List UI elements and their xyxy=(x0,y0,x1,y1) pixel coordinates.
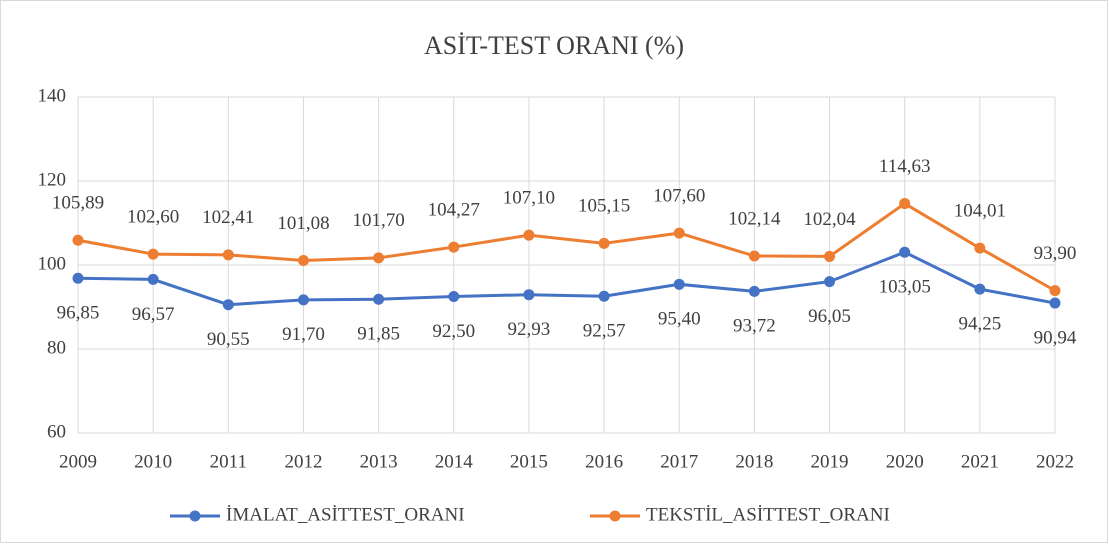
data-label: 96,05 xyxy=(808,306,851,327)
y-tick-label: 100 xyxy=(38,253,67,274)
data-label: 101,70 xyxy=(352,210,404,231)
marker xyxy=(899,198,911,210)
data-label: 101,08 xyxy=(277,213,329,234)
data-label: 102,60 xyxy=(127,206,179,227)
data-label: 105,15 xyxy=(578,196,630,217)
data-label: 104,27 xyxy=(428,199,480,220)
data-label: 105,89 xyxy=(52,193,104,214)
legend-marker xyxy=(609,510,621,522)
marker xyxy=(72,234,84,246)
data-label: 102,14 xyxy=(728,208,781,229)
x-tick-label: 2018 xyxy=(735,451,773,472)
data-label: 107,60 xyxy=(653,185,705,206)
marker xyxy=(748,250,760,262)
data-label: 96,85 xyxy=(57,303,100,324)
x-tick-label: 2015 xyxy=(510,451,548,472)
data-label: 94,25 xyxy=(958,314,1001,335)
marker xyxy=(1049,297,1061,309)
marker xyxy=(448,241,460,253)
x-tick-label: 2016 xyxy=(585,451,623,472)
data-label: 91,70 xyxy=(282,324,325,345)
data-label: 96,57 xyxy=(132,304,175,325)
marker xyxy=(297,254,309,266)
marker xyxy=(598,290,610,302)
marker xyxy=(297,294,309,306)
data-label: 102,41 xyxy=(202,207,254,228)
legend-marker xyxy=(189,510,201,522)
marker xyxy=(222,249,234,261)
marker xyxy=(748,285,760,297)
x-tick-label: 2020 xyxy=(886,451,924,472)
marker xyxy=(523,289,535,301)
marker xyxy=(824,250,836,262)
data-label: 114,63 xyxy=(879,156,931,177)
marker xyxy=(72,272,84,284)
data-label: 93,90 xyxy=(1034,243,1077,264)
x-tick-label: 2022 xyxy=(1036,451,1074,472)
x-tick-label: 2014 xyxy=(435,451,474,472)
y-tick-label: 120 xyxy=(38,169,67,190)
marker xyxy=(673,278,685,290)
data-label: 102,04 xyxy=(803,209,856,230)
data-label: 107,10 xyxy=(503,188,555,209)
data-label: 90,94 xyxy=(1034,327,1077,348)
x-tick-label: 2010 xyxy=(134,451,172,472)
y-tick-label: 80 xyxy=(47,337,66,358)
data-label: 92,50 xyxy=(432,321,475,342)
data-label: 95,40 xyxy=(658,309,701,330)
marker xyxy=(824,276,836,288)
x-tick-label: 2012 xyxy=(284,451,322,472)
y-tick-label: 140 xyxy=(38,85,67,106)
y-tick-label: 60 xyxy=(47,421,66,442)
marker xyxy=(974,242,986,254)
x-tick-label: 2011 xyxy=(210,451,247,472)
data-label: 104,01 xyxy=(954,201,1006,222)
marker xyxy=(373,293,385,305)
data-label: 103,05 xyxy=(879,277,931,298)
marker xyxy=(222,299,234,311)
marker xyxy=(523,229,535,241)
series-line xyxy=(77,201,1056,292)
marker xyxy=(673,227,685,239)
data-label: 92,57 xyxy=(583,321,626,342)
x-tick-label: 2019 xyxy=(811,451,849,472)
marker xyxy=(147,248,159,260)
x-tick-label: 2021 xyxy=(961,451,999,472)
legend-label: İMALAT_ASİTTEST_ORANI xyxy=(226,504,465,525)
marker xyxy=(1049,285,1061,297)
data-label: 92,93 xyxy=(508,319,551,340)
marker xyxy=(373,252,385,264)
data-label: 91,85 xyxy=(357,324,400,345)
x-tick-label: 2017 xyxy=(660,451,698,472)
series-line xyxy=(77,250,1056,307)
legend-label: TEKSTİL_ASİTTEST_ORANI xyxy=(646,504,890,525)
data-label: 93,72 xyxy=(733,316,776,337)
data-label: 90,55 xyxy=(207,329,250,350)
chart-title: ASİT-TEST ORANI (%) xyxy=(424,31,684,60)
marker xyxy=(974,283,986,295)
x-tick-label: 2013 xyxy=(360,451,398,472)
marker xyxy=(448,291,460,302)
marker xyxy=(147,273,159,285)
marker xyxy=(598,237,610,249)
x-tick-label: 2009 xyxy=(59,451,97,472)
marker xyxy=(899,246,911,258)
